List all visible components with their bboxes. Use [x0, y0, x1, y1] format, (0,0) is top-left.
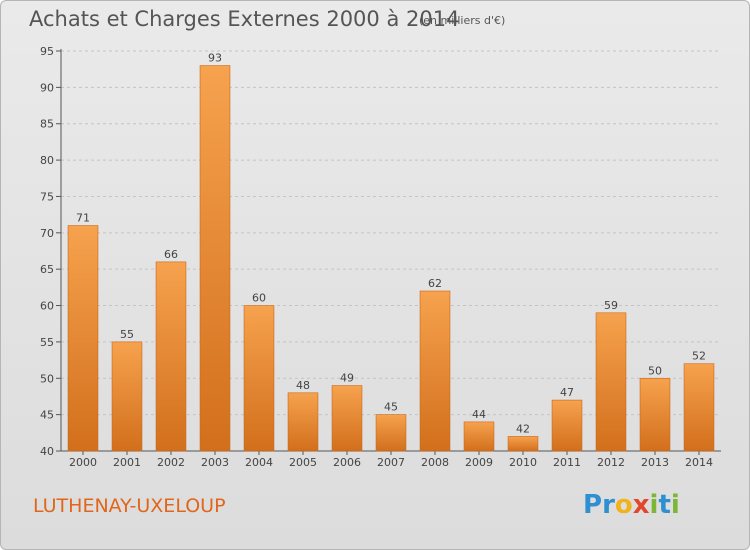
- y-tick-label: 70: [40, 227, 54, 240]
- logo-letter: o: [614, 490, 633, 520]
- data-label: 93: [208, 52, 222, 65]
- y-tick-label: 55: [40, 336, 54, 349]
- data-label: 47: [560, 386, 574, 399]
- x-tick-label: 2010: [509, 456, 537, 469]
- data-label: 50: [648, 364, 662, 377]
- y-tick-label: 45: [40, 409, 54, 422]
- bar: [551, 399, 583, 452]
- x-tick-label: 2002: [157, 456, 185, 469]
- y-tick-label: 60: [40, 300, 54, 313]
- data-label: 42: [516, 422, 530, 435]
- y-tick-label: 80: [40, 154, 54, 167]
- data-label: 49: [340, 372, 354, 385]
- bar: [331, 385, 363, 452]
- bar: [243, 305, 275, 452]
- bar: [419, 290, 451, 452]
- commune-name: LUTHENAY-UXELOUP: [33, 495, 226, 517]
- x-tick-label: 2005: [289, 456, 317, 469]
- logo-letter: P: [583, 490, 603, 520]
- y-tick-label: 85: [40, 118, 54, 131]
- data-label: 55: [120, 328, 134, 341]
- data-label: 71: [76, 212, 90, 225]
- data-label: 45: [384, 401, 398, 414]
- x-tick-label: 2000: [69, 456, 97, 469]
- chart-unit: (en milliers d'€): [419, 14, 506, 27]
- bar: [639, 377, 671, 452]
- bar: [287, 392, 319, 452]
- data-label: 52: [692, 350, 706, 363]
- y-tick-label: 90: [40, 81, 54, 94]
- x-tick-label: 2011: [553, 456, 581, 469]
- x-tick-label: 2014: [685, 456, 713, 469]
- bar: [683, 363, 715, 452]
- y-tick-label: 65: [40, 263, 54, 276]
- x-tick-label: 2009: [465, 456, 493, 469]
- x-tick-label: 2001: [113, 456, 141, 469]
- bar: [595, 312, 627, 452]
- data-label: 48: [296, 379, 310, 392]
- logo-letter: i: [649, 490, 659, 520]
- bar: [463, 421, 495, 452]
- y-tick-label: 40: [40, 445, 54, 458]
- y-tick-label: 75: [40, 190, 54, 203]
- x-tick-label: 2003: [201, 456, 229, 469]
- bar: [111, 341, 143, 452]
- data-label: 60: [252, 292, 266, 305]
- logo-letter: x: [632, 490, 650, 520]
- logo-letter: i: [670, 490, 680, 520]
- bars: [67, 65, 715, 452]
- data-label: 66: [164, 248, 178, 261]
- x-tick-label: 2013: [641, 456, 669, 469]
- bar: [155, 261, 187, 452]
- labels: 40 45 50 55 60 65 70 75 80 85 90 95 71 2000 55 2001 66 20…: [40, 45, 713, 469]
- x-tick-label: 2008: [421, 456, 449, 469]
- x-tick-label: 2006: [333, 456, 361, 469]
- y-tick-label: 95: [40, 45, 54, 58]
- logo-letter: t: [658, 490, 671, 520]
- x-tick-label: 2007: [377, 456, 405, 469]
- data-label: 44: [472, 408, 486, 421]
- bar: [199, 65, 231, 452]
- chart-title: Achats et Charges Externes 2000 à 2014: [29, 7, 460, 31]
- x-tick-label: 2004: [245, 456, 273, 469]
- data-label: 62: [428, 277, 442, 290]
- bar: [67, 225, 99, 452]
- logo-letter: r: [602, 490, 615, 520]
- bar: [507, 436, 539, 452]
- bar: [375, 414, 407, 452]
- data-label: 59: [604, 299, 618, 312]
- proxiti-logo: Proxiti: [583, 490, 680, 520]
- y-tick-label: 50: [40, 372, 54, 385]
- x-tick-label: 2012: [597, 456, 625, 469]
